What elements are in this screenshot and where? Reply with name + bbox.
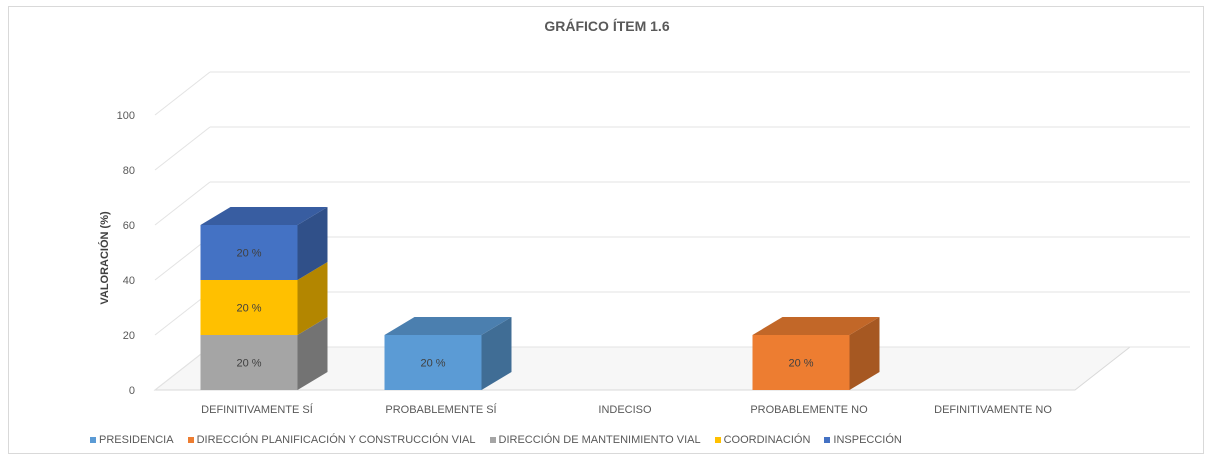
- chart-legend: PRESIDENCIA DIRECCIÓN PLANIFICACIÓN Y CON…: [90, 434, 902, 446]
- x-tick-label: DEFINITIVAMENTE SÍ: [201, 403, 314, 416]
- bar-segment: [200, 225, 298, 280]
- legend-swatch: [714, 437, 721, 443]
- y-tick-label: 40: [123, 275, 135, 287]
- legend-label: DIRECCIÓN PLANIFICACIÓN Y CONSTRUCCIÓN V…: [196, 434, 476, 446]
- legend-label: PRESIDENCIA: [99, 434, 174, 446]
- data-label: 20 %: [788, 358, 813, 370]
- gridline-diagonal: [154, 71, 211, 116]
- bar-segment: [200, 335, 298, 390]
- x-tick-label: DEFINITIVAMENTE NO: [934, 404, 1052, 416]
- legend-item: COORDINACIÓN: [714, 434, 811, 446]
- chart-title: GRÁFICO ÍTEM 1.6: [544, 18, 670, 34]
- legend-item: DIRECCIÓN DE MANTENIMIENTO VIAL: [489, 434, 701, 446]
- bar-side: [481, 317, 512, 390]
- y-tick-label: 0: [129, 385, 135, 397]
- y-tick-label: 60: [123, 220, 135, 232]
- legend-item: INSPECCIÓN: [824, 434, 902, 446]
- bar-segment: [384, 335, 482, 390]
- data-label: 20 %: [236, 358, 261, 370]
- y-tick-label: 80: [123, 165, 135, 177]
- legend-label: INSPECCIÓN: [833, 434, 902, 446]
- bar-side: [297, 207, 328, 280]
- bar-side: [849, 317, 880, 390]
- bar-side: [297, 262, 328, 335]
- legend-swatch: [489, 437, 496, 443]
- bar-top: [384, 317, 512, 335]
- bar-top: [200, 207, 328, 225]
- legend-label: COORDINACIÓN: [723, 434, 811, 446]
- bar-side: [297, 317, 328, 390]
- bar-top: [752, 317, 880, 335]
- legend-item: DIRECCIÓN PLANIFICACIÓN Y CONSTRUCCIÓN V…: [187, 434, 476, 446]
- data-label: 20 %: [236, 248, 261, 260]
- data-label: 20 %: [236, 303, 261, 315]
- y-tick-label: 20: [123, 330, 135, 342]
- data-label: 20 %: [420, 358, 445, 370]
- legend-swatch: [824, 437, 831, 443]
- legend-swatch: [90, 437, 96, 443]
- x-tick-label: PROBABLEMENTE NO: [750, 404, 868, 416]
- bar-segment: [752, 335, 850, 390]
- bar-segment: [200, 280, 298, 335]
- y-tick-label: 100: [117, 110, 135, 122]
- gridline-diagonal: [154, 181, 211, 226]
- gridline-diagonal: [154, 126, 211, 171]
- legend-label: DIRECCIÓN DE MANTENIMIENTO VIAL: [498, 434, 701, 446]
- x-tick-label: INDECISO: [598, 404, 652, 416]
- legend-item: PRESIDENCIA: [90, 434, 174, 446]
- legend-swatch: [187, 437, 194, 443]
- x-tick-label: PROBABLEMENTE SÍ: [385, 403, 497, 416]
